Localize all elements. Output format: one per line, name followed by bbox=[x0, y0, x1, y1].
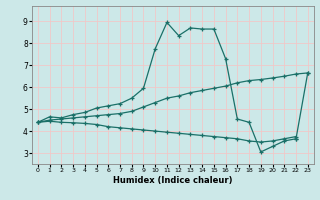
X-axis label: Humidex (Indice chaleur): Humidex (Indice chaleur) bbox=[113, 176, 233, 185]
